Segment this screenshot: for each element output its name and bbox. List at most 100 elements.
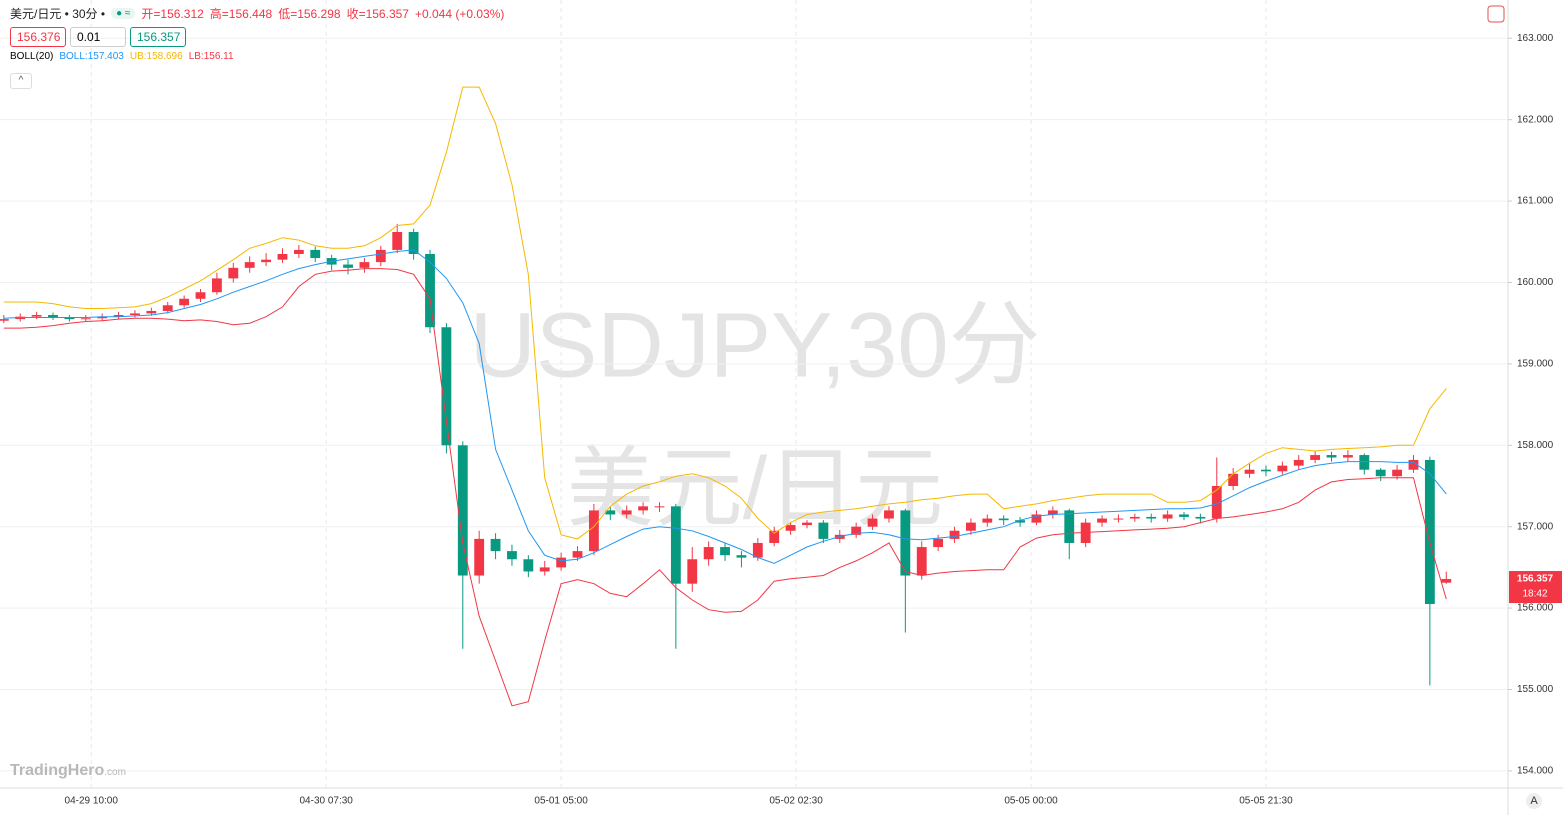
candle-body: [1408, 459, 1419, 470]
candle-body: [654, 506, 665, 508]
candle-body: [97, 316, 108, 319]
indicator-name: BOLL(20): [10, 51, 54, 62]
candle-body: [1211, 485, 1222, 519]
indicator-line: [3, 249, 1447, 564]
candle-body: [998, 518, 1009, 521]
candle-body: [523, 559, 534, 572]
y-tick-label: 156.000: [1517, 603, 1554, 614]
buy-price[interactable]: 156.357: [130, 27, 186, 47]
candle-body: [277, 253, 288, 260]
candle-body: [1244, 469, 1255, 474]
y-tick-label: 163.000: [1517, 33, 1554, 44]
candle-body: [48, 315, 58, 318]
candle-body: [1342, 455, 1353, 458]
candle-body: [1228, 473, 1239, 486]
candle-body: [162, 305, 173, 311]
price-tag: [1509, 571, 1562, 604]
candle-body: [982, 518, 993, 523]
candle-body: [261, 259, 272, 263]
logo-text: TradingHero: [10, 762, 105, 779]
ohlc: 开=156.312: [141, 7, 204, 21]
candle-body: [1261, 469, 1271, 472]
x-tick-label: 04-30 07:30: [299, 796, 353, 807]
candle-body: [670, 506, 681, 584]
candle-body: [703, 547, 714, 560]
candle-body: [605, 510, 616, 515]
x-tick-label: 05-01 05:00: [534, 796, 588, 807]
y-tick-label: 160.000: [1517, 277, 1554, 288]
legend-entry: LB:156.11: [188, 51, 234, 62]
candle-body: [1392, 469, 1403, 477]
candle-body: [638, 506, 649, 511]
indicator-legend: BOLL(20) BOLL:157.403 UB:158.696 LB:156.…: [10, 51, 234, 62]
y-tick-label: 159.000: [1517, 359, 1554, 370]
ohlc: 收=156.357: [346, 7, 409, 21]
countdown: 18:42: [1522, 589, 1547, 600]
candle-body: [752, 542, 763, 558]
candle-body: [408, 232, 419, 254]
y-tick-label: 154.000: [1517, 766, 1554, 777]
settings-button[interactable]: [1487, 5, 1505, 23]
collapse-button[interactable]: ^: [10, 73, 32, 89]
symbol: 美元/日元 • 30分 •: [10, 7, 106, 21]
scale-button[interactable]: [1526, 793, 1542, 809]
indicator-line: [3, 86, 1447, 540]
y-tick-label: 157.000: [1517, 521, 1554, 532]
candle-body: [802, 522, 812, 526]
candle-body: [375, 249, 386, 263]
candle-body: [884, 510, 894, 519]
y-tick-label: 161.000: [1517, 196, 1554, 207]
candle-body: [1359, 455, 1370, 470]
x-tick-label: 05-05 00:00: [1004, 796, 1058, 807]
candle-body: [1047, 510, 1058, 515]
candle-body: [392, 232, 403, 250]
candle-body: [1146, 516, 1157, 519]
candle-body: [736, 555, 747, 558]
change: +0.044 (+0.03%): [414, 6, 505, 21]
y-tick-label: 158.000: [1517, 440, 1554, 451]
candle-body: [818, 522, 829, 539]
candle-body: [507, 551, 517, 560]
x-tick-label: 04-29 10:00: [65, 796, 119, 807]
x-tick-label: 05-05 21:30: [1239, 796, 1293, 807]
candle-body: [539, 567, 550, 572]
candle-body: [1326, 455, 1337, 458]
candle-body: [949, 530, 960, 539]
scale-button-label[interactable]: A: [1530, 795, 1538, 807]
candle-body: [1129, 516, 1140, 519]
candle-body: [621, 510, 632, 515]
sell-price[interactable]: 156.376: [10, 27, 66, 47]
status-badge: ● ≈: [111, 8, 136, 19]
candle-body: [293, 249, 304, 254]
y-tick-label: 155.000: [1517, 684, 1554, 695]
candle-body: [474, 538, 485, 576]
x-tick-label: 05-02 02:30: [769, 796, 823, 807]
logo: TradingHero.com: [10, 762, 126, 780]
candle-body: [1277, 465, 1288, 472]
candle-body: [933, 538, 944, 548]
candle-body: [1064, 510, 1075, 543]
candle-body: [441, 327, 452, 446]
candle-body: [179, 298, 190, 306]
candle-body: [867, 518, 878, 527]
ohlc: 高=156.448: [209, 7, 273, 21]
candle-body: [1097, 518, 1107, 523]
candle-body: [965, 522, 976, 531]
indicator-line: [3, 268, 1447, 707]
candle-body: [572, 551, 583, 558]
candle-body: [1031, 514, 1042, 523]
candle-body: [1441, 579, 1452, 583]
candle-body: [1375, 469, 1386, 477]
candle-body: [0, 319, 9, 321]
candle-body: [64, 317, 75, 320]
price-tag-label: 156.357: [1517, 574, 1554, 585]
candle-body: [1015, 520, 1026, 523]
lot-size[interactable]: 0.01: [70, 27, 126, 47]
candle-body: [556, 557, 567, 568]
candle-body: [228, 267, 239, 279]
legend-entry: BOLL:157.403: [59, 51, 124, 62]
candle-body: [1113, 518, 1124, 520]
candle-body: [687, 559, 698, 584]
candle-body: [1310, 455, 1321, 460]
